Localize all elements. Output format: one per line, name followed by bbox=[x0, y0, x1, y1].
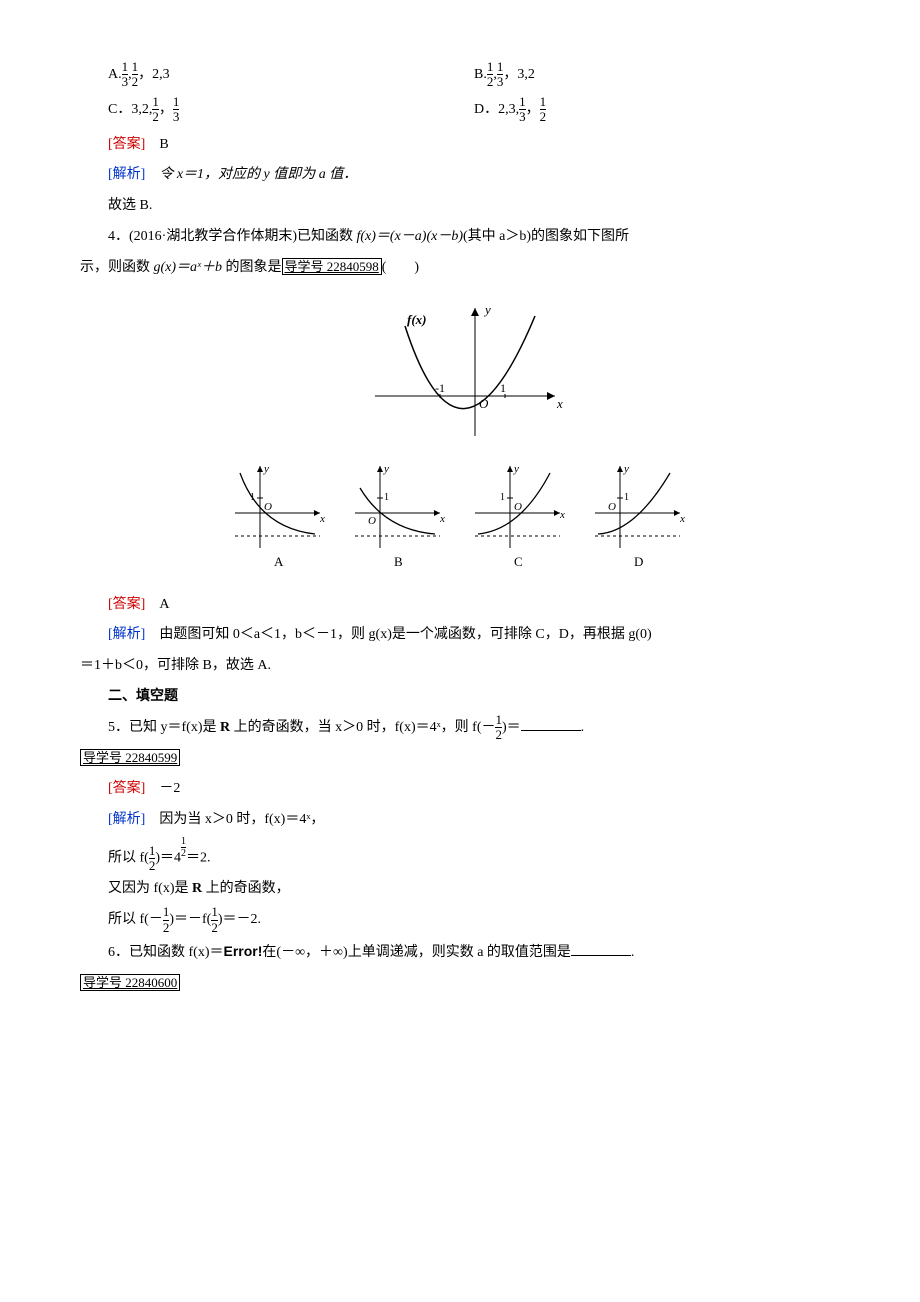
answer-1: [答案] B bbox=[80, 130, 840, 161]
explain-1-line1: [解析] 令 x＝1，对应的 y 值即为 a 值． bbox=[80, 160, 840, 191]
fx-label: f(x) bbox=[407, 312, 427, 327]
guide-number-3: 导学号 22840600 bbox=[80, 974, 180, 991]
explain-label: [解析] bbox=[108, 167, 145, 182]
svg-text:1: 1 bbox=[624, 492, 629, 503]
answer-3-value: －2 bbox=[145, 781, 180, 796]
explain-label-2: [解析] bbox=[108, 627, 145, 642]
question-5: 5．已知 y＝f(x)是 R 上的奇函数，当 x＞0 时，f(x)＝4ˣ，则 f… bbox=[80, 713, 840, 744]
answer-label-3: [答案] bbox=[108, 781, 145, 796]
subgraph-d: y 1 O x D bbox=[595, 463, 685, 569]
subgraph-b: y 1 O x B bbox=[355, 463, 445, 569]
explain-3-line2: 所以 f(12)＝412＝2. bbox=[80, 836, 840, 874]
options-row-2: C．3,2,12，13 D．2,3,13，12 bbox=[80, 95, 840, 126]
svg-text:O: O bbox=[608, 501, 616, 513]
subgraph-a: y 1 O x A bbox=[235, 463, 325, 569]
explain-3-line4: 所以 f(－12)＝－f(12)＝－2. bbox=[80, 905, 840, 936]
section-2-title: 二、填空题 bbox=[80, 682, 840, 713]
option-b: B.12,13，3,2 bbox=[474, 60, 840, 91]
x-axis-label: x bbox=[556, 396, 563, 411]
blank-1 bbox=[521, 716, 581, 731]
answer-1-value: B bbox=[145, 137, 168, 152]
sub-label-d: D bbox=[634, 554, 643, 569]
svg-text:y: y bbox=[623, 463, 629, 475]
svg-text:1: 1 bbox=[250, 492, 255, 503]
opt-a-pre: A. bbox=[108, 67, 122, 82]
options-row-1: A.13,12，2,3 B.12,13，3,2 bbox=[80, 60, 840, 91]
error-text: Error! bbox=[224, 943, 263, 959]
svg-text:y: y bbox=[513, 463, 519, 475]
answer-label-2: [答案] bbox=[108, 597, 145, 612]
question-6: 6．已知函数 f(x)＝Error!在(－∞，＋∞)上单调递减，则实数 a 的取… bbox=[80, 936, 840, 969]
svg-text:O: O bbox=[368, 515, 376, 527]
answer-2-value: A bbox=[145, 597, 169, 612]
svg-text:O: O bbox=[514, 501, 522, 513]
option-c: C．3,2,12，13 bbox=[80, 95, 474, 126]
answer-3: [答案] －2 bbox=[80, 774, 840, 805]
parabola-graph: f(x) y x -1 1 O bbox=[345, 296, 575, 446]
svg-text:1: 1 bbox=[384, 492, 389, 503]
explain-3-line3: 又因为 f(x)是 R 上的奇函数， bbox=[80, 874, 840, 905]
sub-figures: y 1 O x A y 1 O x B bbox=[80, 458, 840, 578]
guide-number-1: 导学号 22840598 bbox=[282, 258, 382, 275]
opt-c-pre: C．3,2, bbox=[108, 102, 152, 117]
sub-label-c: C bbox=[514, 554, 523, 569]
sub-label-b: B bbox=[394, 554, 403, 569]
origin-label: O bbox=[479, 396, 489, 411]
answer-label: [答案] bbox=[108, 137, 145, 152]
svg-text:x: x bbox=[559, 509, 565, 521]
one-label: 1 bbox=[500, 381, 506, 395]
options-graphs: y 1 O x A y 1 O x B bbox=[220, 458, 700, 578]
option-d: D．2,3,13，12 bbox=[474, 95, 840, 126]
answer-2: [答案] A bbox=[80, 590, 840, 621]
question-4-line1: 4．(2016·湖北教学合作体期末)已知函数 f(x)＝(x－a)(x－b)(其… bbox=[80, 222, 840, 253]
opt-b-pre: B. bbox=[474, 67, 487, 82]
svg-text:y: y bbox=[263, 463, 269, 475]
svg-text:x: x bbox=[319, 513, 325, 525]
question-4-line2: 示，则函数 g(x)＝aˣ＋b 的图象是导学号 22840598( ) bbox=[80, 253, 840, 284]
y-axis-label: y bbox=[483, 302, 491, 317]
svg-text:y: y bbox=[383, 463, 389, 475]
explain-1-text: 令 x＝1，对应的 y 值即为 a 值． bbox=[145, 167, 357, 182]
svg-text:1: 1 bbox=[500, 492, 505, 503]
explain-2-line1: [解析] 由题图可知 0＜a＜1，b＜－1，则 g(x)是一个减函数，可排除 C… bbox=[80, 620, 840, 651]
sub-label-a: A bbox=[274, 554, 284, 569]
minus-one-label: -1 bbox=[435, 381, 445, 395]
main-figure: f(x) y x -1 1 O bbox=[80, 296, 840, 446]
svg-text:O: O bbox=[264, 501, 272, 513]
explain-3-line1: [解析] 因为当 x＞0 时，f(x)＝4ˣ， bbox=[80, 805, 840, 836]
guide-2-row: 导学号 22840599 bbox=[80, 744, 840, 775]
option-a: A.13,12，2,3 bbox=[80, 60, 474, 91]
opt-d-pre: D．2,3, bbox=[474, 102, 519, 117]
svg-text:x: x bbox=[439, 513, 445, 525]
explain-1-line2: 故选 B. bbox=[80, 191, 840, 222]
svg-text:x: x bbox=[679, 513, 685, 525]
explain-2-line2: ＝1＋b＜0，可排除 B，故选 A. bbox=[80, 651, 840, 682]
opt-a-tail: ，2,3 bbox=[138, 67, 170, 82]
opt-b-tail: ，3,2 bbox=[503, 67, 535, 82]
explain-label-3: [解析] bbox=[108, 812, 145, 827]
blank-2 bbox=[571, 941, 631, 956]
guide-3-row: 导学号 22840600 bbox=[80, 969, 840, 1000]
subgraph-c: y 1 O x C bbox=[475, 463, 565, 569]
guide-number-2: 导学号 22840599 bbox=[80, 749, 180, 766]
